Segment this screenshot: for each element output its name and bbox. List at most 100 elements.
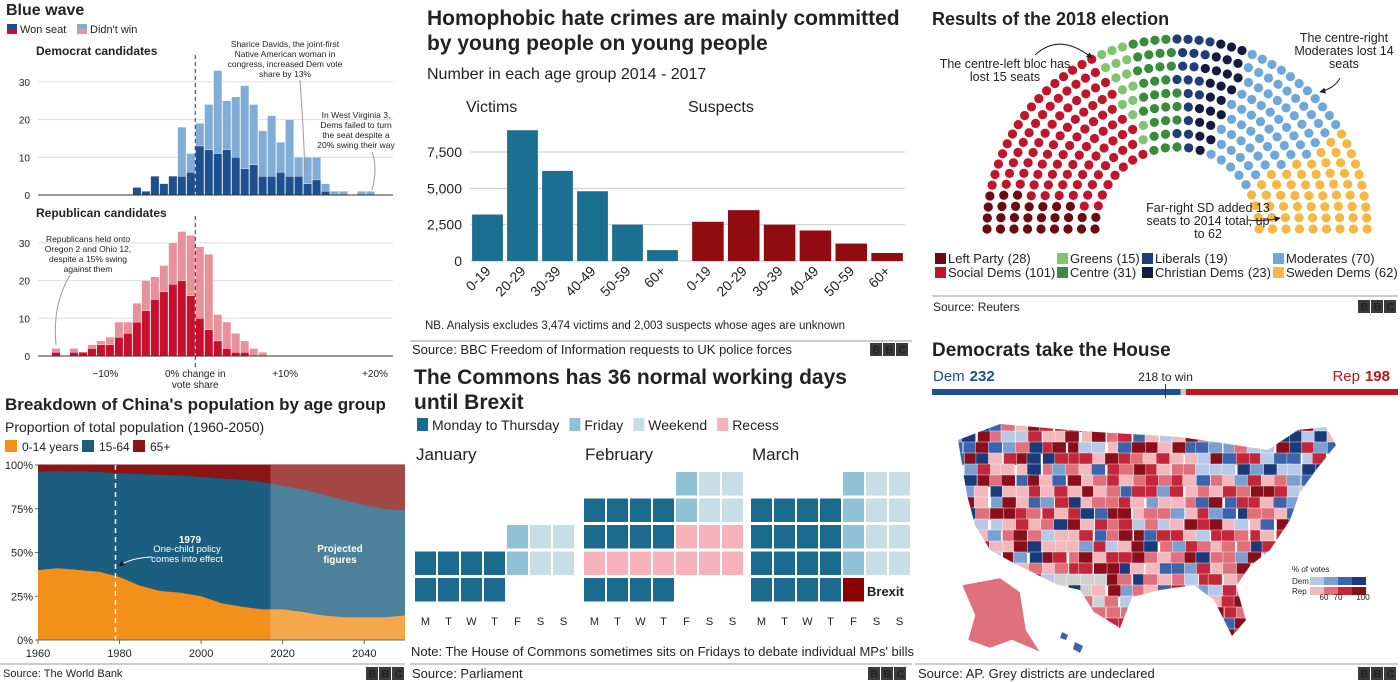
bar (577, 191, 608, 261)
seat (1246, 110, 1257, 120)
day-cell (820, 551, 841, 575)
seat (1149, 90, 1160, 100)
seat (995, 224, 1006, 234)
map-district (1222, 452, 1237, 466)
area-fill (38, 568, 405, 640)
map-district (1054, 573, 1069, 587)
seat (1320, 202, 1330, 212)
map-district (1156, 529, 1171, 543)
map-district (1118, 529, 1133, 543)
map-district (1222, 584, 1237, 598)
seat (1138, 135, 1148, 145)
seat (1128, 39, 1138, 49)
legend-label: Moderates (1286, 251, 1348, 266)
map-district (1117, 573, 1132, 587)
seat (1063, 224, 1073, 234)
seat (1024, 202, 1034, 212)
histogram-bar (357, 191, 366, 196)
map-district (1027, 540, 1042, 554)
day-cell (461, 578, 482, 602)
map-district (1078, 529, 1094, 543)
day-cell (653, 498, 674, 522)
map-legend-swatch (1324, 577, 1338, 585)
seat (1331, 190, 1342, 200)
map-legend-label: Rep (1292, 587, 1307, 596)
seat (1306, 201, 1316, 212)
logo-box (1384, 300, 1396, 313)
seat (1291, 159, 1302, 169)
seat (1030, 118, 1041, 129)
seat (1034, 137, 1044, 148)
seat (987, 180, 997, 190)
seat (1304, 190, 1314, 201)
party-seats: 232 (970, 368, 995, 385)
histogram-bar (231, 333, 241, 353)
map-district (1001, 485, 1017, 499)
seat (1189, 62, 1199, 72)
annotation-arrow (1247, 216, 1281, 223)
seat (1090, 224, 1100, 234)
text-line: Native American woman in (235, 49, 336, 59)
annotation: The centre-left bloc has lost 15 seats (940, 57, 1071, 84)
seat (1243, 77, 1254, 88)
day-cell (797, 551, 818, 575)
histogram-bar (195, 318, 205, 357)
text-line: 20% swing their way (317, 140, 395, 150)
seat (985, 191, 995, 201)
day-cell (507, 551, 528, 575)
seat (1281, 122, 1292, 132)
histogram-bar (312, 157, 321, 181)
annotation: In West Virginia 3, Dems failed to turn th… (317, 110, 395, 150)
day-cell (820, 498, 841, 522)
y-tick-label: 30 (19, 78, 31, 89)
seat (1172, 74, 1182, 85)
map-district (1028, 441, 1044, 455)
seat (1307, 159, 1317, 169)
day-cell (843, 472, 864, 496)
histogram-bar (168, 284, 178, 357)
seat (1247, 94, 1257, 105)
day-cell (699, 498, 720, 522)
map-district (1158, 474, 1173, 488)
seat (1292, 201, 1303, 212)
seat (983, 202, 993, 212)
logo: BBC (368, 669, 408, 681)
note: Note: The House of Commons sometimes sit… (411, 644, 914, 659)
seat (1026, 102, 1037, 112)
seat (1089, 133, 1100, 144)
seat (1276, 159, 1286, 170)
seat (1058, 71, 1069, 82)
chart-subtitle: Proportion of total population (1960-205… (5, 419, 264, 435)
seat (1122, 69, 1132, 79)
seat (1272, 132, 1282, 142)
map-district (1196, 562, 1211, 576)
map-hawaii (1060, 632, 1083, 653)
map-district (1106, 606, 1121, 620)
map-district (1172, 540, 1187, 554)
day-label: M (590, 616, 599, 628)
seat (1072, 180, 1083, 190)
seat (1077, 169, 1088, 180)
annotation-leader (54, 274, 71, 346)
x-tick-label: 0% change in vote share (165, 369, 226, 391)
seat (1253, 212, 1263, 222)
map-legend-tick: 60 (1320, 593, 1329, 602)
legend-value: (23) (1248, 265, 1271, 280)
legend-value: (15) (1117, 251, 1140, 266)
text-line: figures (323, 555, 357, 566)
logo-box (1358, 300, 1370, 313)
seat (1043, 180, 1053, 190)
histogram-bar (366, 191, 375, 196)
seat (1100, 77, 1111, 88)
seat (1354, 169, 1364, 180)
histogram-bar (78, 352, 88, 357)
text-line: congress, increased Dem vote (228, 59, 343, 69)
map-district (1040, 485, 1055, 499)
seat (1038, 201, 1048, 212)
seat (1237, 104, 1247, 115)
map-legend-swatch (1310, 587, 1324, 595)
seat (1118, 145, 1128, 156)
legend-label: Left Party (948, 251, 1004, 266)
seat (1226, 145, 1236, 156)
seat (1274, 114, 1284, 125)
